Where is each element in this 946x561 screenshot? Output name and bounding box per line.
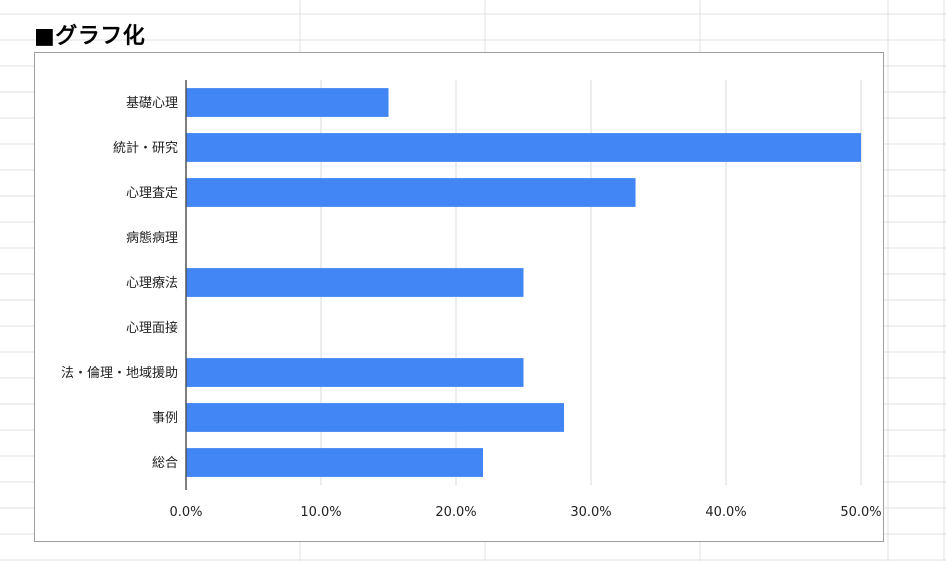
x-tick-label: 10.0%: [300, 505, 341, 520]
category-label: 事例: [152, 411, 178, 426]
x-tick-label: 0.0%: [169, 505, 202, 520]
embedded-chart[interactable]: 基礎心理統計・研究心理査定病態病理心理療法心理面接法・倫理・地域援助事例総合 0.…: [34, 52, 884, 542]
sheet-heading: ■グラフ化: [34, 24, 146, 49]
category-label: 総合: [152, 456, 178, 471]
x-tick-label: 30.0%: [570, 505, 611, 520]
category-label: 心理査定: [126, 186, 178, 201]
category-label: 心理面接: [126, 320, 178, 336]
x-tick-label: 20.0%: [435, 505, 476, 520]
bar[interactable]: [186, 403, 564, 432]
category-label: 基礎心理: [126, 96, 178, 111]
category-label: 法・倫理・地域援助: [61, 366, 178, 381]
x-tick-label: 40.0%: [705, 505, 746, 520]
bar[interactable]: [186, 133, 861, 162]
bar[interactable]: [186, 358, 524, 387]
category-label: 病態病理: [126, 230, 178, 246]
bar[interactable]: [186, 178, 636, 207]
bar[interactable]: [186, 88, 389, 117]
bar[interactable]: [186, 268, 524, 297]
x-tick-label: 50.0%: [840, 505, 881, 520]
category-label: 統計・研究: [113, 140, 178, 156]
category-label: 心理療法: [126, 276, 178, 291]
bar[interactable]: [186, 448, 483, 477]
